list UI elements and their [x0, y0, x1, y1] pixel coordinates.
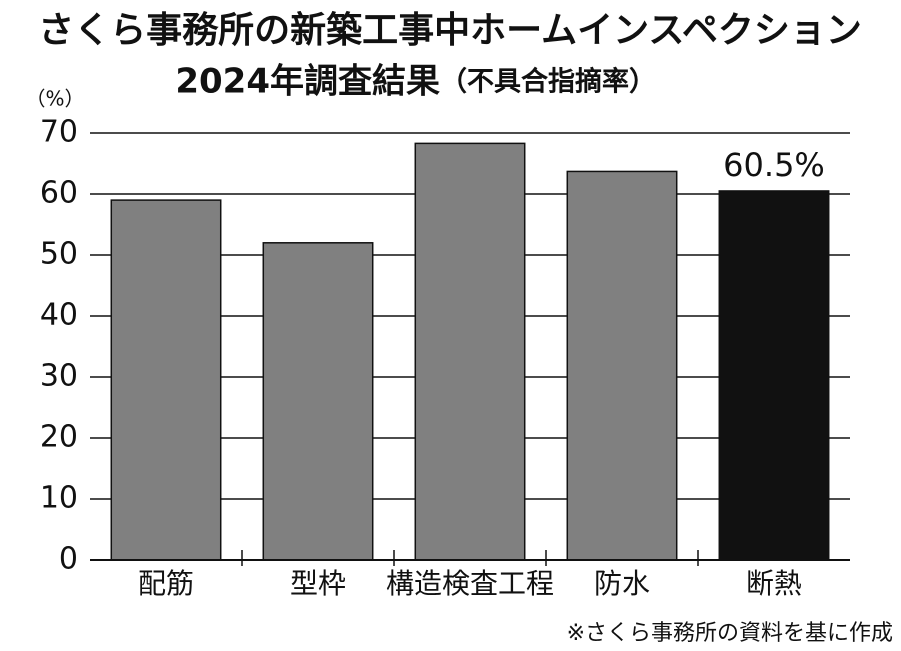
- y-tick-label: 0: [59, 542, 78, 577]
- y-tick-label: 30: [40, 359, 78, 394]
- y-unit: （%）: [25, 87, 84, 111]
- bar: [414, 142, 526, 561]
- chart-title: さくら事務所の新築工事中ホームインスペクション: [38, 10, 862, 51]
- x-tick-label: 断熱: [746, 567, 802, 600]
- bar: [718, 190, 830, 561]
- bar: [110, 199, 222, 561]
- bar: [262, 242, 374, 561]
- chart-subtitle-note: （不具合指摘率）: [440, 66, 656, 98]
- x-tick-label: 配筋: [138, 567, 194, 600]
- x-tick-label: 構造検査工程: [386, 567, 554, 600]
- y-tick-label: 50: [40, 237, 78, 272]
- source-note: ※さくら事務所の資料を基に作成: [567, 621, 893, 646]
- y-tick-label: 60: [40, 176, 78, 211]
- y-tick-label: 40: [40, 298, 78, 333]
- x-tick-label: 型枠: [290, 567, 346, 600]
- bar: [566, 170, 678, 561]
- value-label: 60.5%: [723, 146, 825, 184]
- x-tick-label: 防水: [594, 567, 650, 600]
- y-tick-label: 10: [40, 481, 78, 516]
- y-tick-label: 20: [40, 420, 78, 455]
- y-tick-label: 70: [40, 115, 78, 150]
- chart-subtitle: 2024年調査結果: [175, 62, 440, 102]
